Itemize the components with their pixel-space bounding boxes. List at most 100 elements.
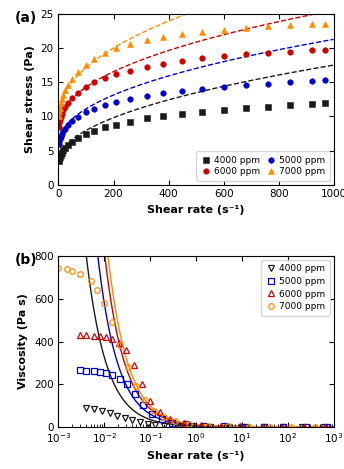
- 7000 ppm: [118, 342, 122, 348]
- 7000 ppm: [76, 69, 80, 75]
- 7000 ppm: [110, 319, 115, 325]
- 6000 ppm: [199, 422, 203, 428]
- 4000 ppm: [161, 113, 165, 119]
- 6000 ppm: [84, 333, 88, 338]
- 5000 ppm: [84, 109, 88, 115]
- 6000 ppm: [132, 362, 136, 368]
- 4000 ppm: [262, 424, 266, 430]
- 4000 ppm: [200, 109, 204, 115]
- 5000 ppm: [180, 88, 184, 94]
- 5000 ppm: [323, 77, 327, 83]
- 6000 ppm: [78, 332, 83, 338]
- 7000 ppm: [88, 278, 93, 284]
- 4000 ppm: [244, 424, 248, 430]
- 5000 ppm: [184, 422, 188, 427]
- 5000 ppm: [118, 376, 122, 382]
- 4000 ppm: [130, 417, 134, 423]
- 5000 ppm: [84, 368, 88, 373]
- 6000 ppm: [128, 68, 132, 74]
- 7000 ppm: [56, 265, 61, 271]
- 4000 ppm: [146, 421, 150, 427]
- 7000 ppm: [222, 27, 226, 32]
- 6000 ppm: [61, 107, 65, 113]
- 7000 ppm: [92, 56, 96, 62]
- 6000 ppm: [57, 120, 61, 125]
- 7000 ppm: [102, 300, 106, 306]
- 7000 ppm: [161, 34, 165, 39]
- 4000 ppm: [115, 413, 119, 418]
- 5000 ppm: [60, 131, 64, 137]
- 4000 ppm: [100, 408, 104, 414]
- 6000 ppm: [92, 79, 96, 85]
- 5000 ppm: [110, 372, 115, 378]
- 4000 ppm: [123, 416, 127, 421]
- 6000 ppm: [310, 47, 314, 53]
- 5000 ppm: [70, 118, 74, 124]
- 4000 ppm: [57, 156, 61, 161]
- 4000 ppm: [222, 107, 226, 113]
- 7000 ppm: [162, 415, 166, 420]
- 5000 ppm: [141, 403, 145, 408]
- 4000 ppm: [114, 122, 118, 128]
- 6000 ppm: [182, 420, 186, 426]
- 6000 ppm: [57, 124, 61, 129]
- 6000 ppm: [244, 52, 248, 57]
- 6000 ppm: [76, 90, 80, 95]
- 4000 ppm: [226, 424, 230, 430]
- 7000 ppm: [173, 419, 177, 424]
- 7000 ppm: [70, 76, 74, 82]
- 5000 ppm: [161, 91, 165, 96]
- 4000 ppm: [310, 101, 314, 107]
- 5000 ppm: [57, 138, 61, 144]
- 6000 ppm: [288, 49, 292, 54]
- 6000 ppm: [144, 64, 149, 69]
- 4000 ppm: [108, 410, 112, 416]
- 6000 ppm: [200, 56, 204, 61]
- 4000 ppm: [60, 150, 64, 155]
- 5000 ppm: [98, 370, 102, 375]
- 7000 ppm: [266, 23, 270, 29]
- 6000 ppm: [222, 53, 226, 59]
- 7000 ppm: [57, 113, 61, 119]
- 7000 ppm: [63, 88, 67, 93]
- 5000 ppm: [63, 126, 67, 131]
- Line: 4000 ppm: 4000 ppm: [83, 405, 326, 430]
- 4000 ppm: [57, 158, 61, 164]
- 7000 ppm: [200, 29, 204, 35]
- 6000 ppm: [266, 50, 270, 56]
- 4000 ppm: [84, 405, 88, 411]
- 7000 ppm: [103, 50, 107, 56]
- 7000 ppm: [58, 105, 62, 110]
- 7000 ppm: [247, 424, 251, 430]
- Line: 6000 ppm: 6000 ppm: [78, 332, 328, 430]
- 4000 ppm: [162, 423, 166, 428]
- 6000 ppm: [98, 333, 102, 339]
- 7000 ppm: [61, 92, 65, 98]
- 4000 ppm: [70, 139, 74, 144]
- 5000 ppm: [114, 99, 118, 105]
- 4000 ppm: [244, 106, 248, 111]
- 6000 ppm: [58, 117, 62, 122]
- 7000 ppm: [152, 408, 156, 414]
- 5000 ppm: [222, 424, 226, 429]
- 5000 ppm: [244, 82, 248, 88]
- 7000 ppm: [58, 101, 63, 106]
- X-axis label: Shear rate (s⁻¹): Shear rate (s⁻¹): [147, 205, 245, 215]
- 4000 ppm: [103, 124, 107, 130]
- 7000 ppm: [313, 424, 318, 430]
- Line: 5000 ppm: 5000 ppm: [78, 368, 329, 430]
- 5000 ppm: [170, 420, 174, 425]
- 4000 ppm: [323, 100, 327, 106]
- 5000 ppm: [304, 424, 308, 430]
- 7000 ppm: [288, 22, 292, 28]
- 4000 ppm: [84, 131, 88, 137]
- 6000 ppm: [104, 334, 108, 340]
- 4000 ppm: [300, 424, 304, 430]
- 4000 ppm: [58, 152, 63, 158]
- 5000 ppm: [310, 78, 314, 84]
- 6000 ppm: [63, 104, 67, 110]
- 5000 ppm: [92, 106, 96, 112]
- 7000 ppm: [244, 25, 248, 30]
- 5000 ppm: [266, 81, 270, 86]
- 5000 ppm: [222, 84, 226, 90]
